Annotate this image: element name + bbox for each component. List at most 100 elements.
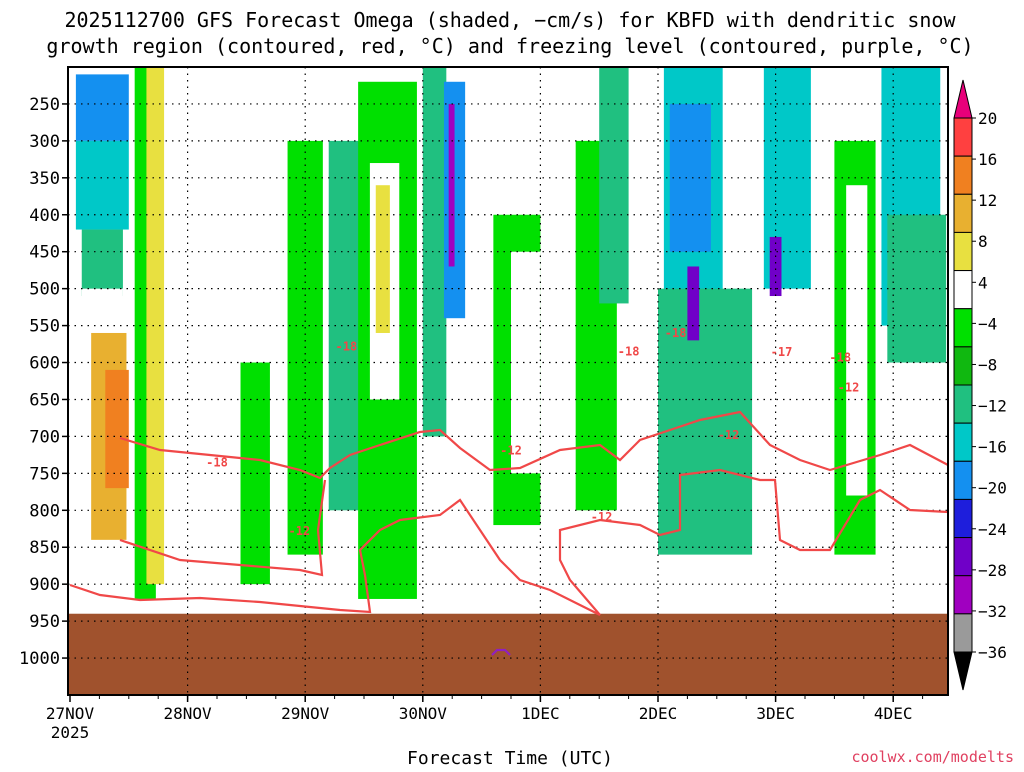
y-tick-label-550: 550: [29, 317, 60, 337]
watermark: coolwx.com/modelts: [851, 748, 1014, 766]
temperature-contours: [69, 410, 949, 656]
colorbar-bin-2: [953, 193, 973, 233]
omega-cell-26: [769, 236, 782, 297]
colorbar-top-arrow: [953, 79, 973, 119]
colorbar-label-2: 12: [978, 191, 997, 210]
y-tick-label-1000: 1000: [19, 649, 60, 669]
omega-cell-1: [75, 140, 129, 230]
contour-label-10: -17: [771, 345, 793, 359]
colorbar-label-4: 4: [978, 273, 988, 292]
contour-minus-18-line: [119, 410, 949, 480]
colorbar-label-1: 16: [978, 150, 997, 169]
contour-label-4: -18: [829, 350, 851, 364]
omega-cell-18: [511, 251, 541, 474]
contour-label-6: -12: [500, 443, 522, 457]
contour-label-7: -12: [591, 510, 613, 524]
contour-label-1: -18: [618, 344, 640, 358]
x-axis: 27NOV 28NOV 29NOV 30NOV 1DEC 2DEC 3DEC 4DEC: [46, 695, 924, 723]
contour-label-2: -18: [665, 326, 687, 340]
colorbar-label-12: −32: [978, 602, 1007, 621]
colorbar-bin-11: [953, 537, 973, 577]
colorbar-bin-8: [953, 422, 973, 462]
omega-cell-8: [240, 362, 270, 585]
omega-cell-28: [846, 185, 868, 496]
x-tick-label-1DEC: 1DEC: [521, 704, 560, 723]
y-tick-label-450: 450: [29, 243, 60, 263]
x-axis-label: Forecast Time (UTC): [407, 748, 613, 768]
plot-area: -18 -18 -18 -18 -18 -12 -12 -12 -12 -12 -17: [67, 66, 949, 696]
omega-cell-7: [146, 67, 165, 585]
colorbar-label-13: −36: [978, 643, 1007, 662]
contour-label-9: -12: [838, 381, 860, 395]
omega-cell-5: [105, 369, 129, 489]
colorbar-label-3: 8: [978, 232, 988, 251]
y-axis: 250 300 350 400 450 500 550 600 650 700 750 800 850 9…: [19, 95, 68, 669]
contour-minus-12-line: [69, 468, 949, 616]
colorbar-bin-7: [953, 384, 973, 424]
y-tick-label-300: 300: [29, 132, 60, 152]
y-tick-label-400: 400: [29, 206, 60, 226]
x-tick-label-27NOV: 27NOV: [46, 704, 95, 723]
colorbar-bin-6: [953, 346, 973, 386]
colorbar-label-11: −28: [978, 561, 1007, 580]
colorbar-bin-0: [953, 117, 973, 157]
plot-frame: [67, 66, 949, 696]
contour-labels: -18 -18 -18 -18 -18 -12 -12 -12 -12 -12 -17: [206, 326, 860, 538]
contour-label-5: -12: [288, 524, 310, 538]
colorbar-bottom-arrow: [953, 651, 973, 691]
colorbar-label-10: −24: [978, 520, 1007, 539]
y-tick-label-500: 500: [29, 280, 60, 300]
x-tick-label-29NOV: 29NOV: [281, 704, 330, 723]
colorbar-bin-5: [953, 308, 973, 348]
colorbar-bin-3: [953, 231, 973, 272]
y-tick-label-350: 350: [29, 169, 60, 189]
omega-cell-14: [422, 67, 447, 437]
x-tick-label-30NOV: 30NOV: [399, 704, 448, 723]
colorbar-bin-4: [953, 270, 973, 310]
omega-cell-22: [669, 103, 711, 252]
omega-shading: [75, 67, 947, 599]
freezing-level-contour: [491, 648, 511, 656]
contour-minus-18-lower-line: [119, 479, 327, 577]
y-tick-label-750: 750: [29, 464, 60, 484]
omega-cell-24: [687, 266, 700, 341]
chart-title-line2: growth region (contoured, red, °C) and f…: [46, 34, 973, 58]
omega-cell-20: [599, 67, 629, 304]
omega-cell-2: [81, 229, 123, 297]
grid-lines: [68, 67, 948, 695]
omega-cell-30: [887, 214, 947, 363]
colorbar-label-8: −16: [978, 438, 1007, 457]
x-tick-label-2DEC: 2DEC: [639, 704, 678, 723]
colorbar-bin-1: [953, 155, 973, 195]
y-tick-label-900: 900: [29, 575, 60, 595]
x-tick-label-3DEC: 3DEC: [756, 704, 795, 723]
colorbar-label-5: −4: [978, 314, 997, 333]
y-tick-label-850: 850: [29, 538, 60, 558]
colorbar-label-6: −8: [978, 355, 997, 374]
y-tick-label-950: 950: [29, 612, 60, 632]
year-label: 2025: [51, 723, 90, 742]
colorbar-bin-13: [953, 613, 973, 653]
omega-cell-16: [448, 103, 455, 267]
contour-label-3: -18: [206, 455, 228, 469]
colorbar-bin-12: [953, 575, 973, 615]
colorbar-bin-10: [953, 498, 973, 539]
colorbar: 20 16 12 8 4 −4 −8 −12 −16 −20 −24 −28 −32 −36: [953, 79, 1007, 691]
contour-label-0: -18: [336, 339, 358, 353]
y-tick-label-600: 600: [29, 354, 60, 374]
x-tick-label-28NOV: 28NOV: [164, 704, 213, 723]
colorbar-label-9: −20: [978, 479, 1007, 498]
colorbar-bin-9: [953, 460, 973, 500]
chart-title-line1: 2025112700 GFS Forecast Omega (shaded, −…: [64, 8, 956, 32]
colorbar-label-7: −12: [978, 397, 1007, 416]
omega-cell-0: [75, 74, 129, 141]
y-tick-label-650: 650: [29, 390, 60, 410]
y-tick-label-800: 800: [29, 501, 60, 521]
colorbar-label-0: 20: [978, 109, 997, 128]
contour-label-8: -12: [718, 428, 740, 442]
omega-cell-13: [375, 185, 390, 333]
y-tick-label-250: 250: [29, 95, 60, 115]
x-tick-label-4DEC: 4DEC: [874, 704, 913, 723]
